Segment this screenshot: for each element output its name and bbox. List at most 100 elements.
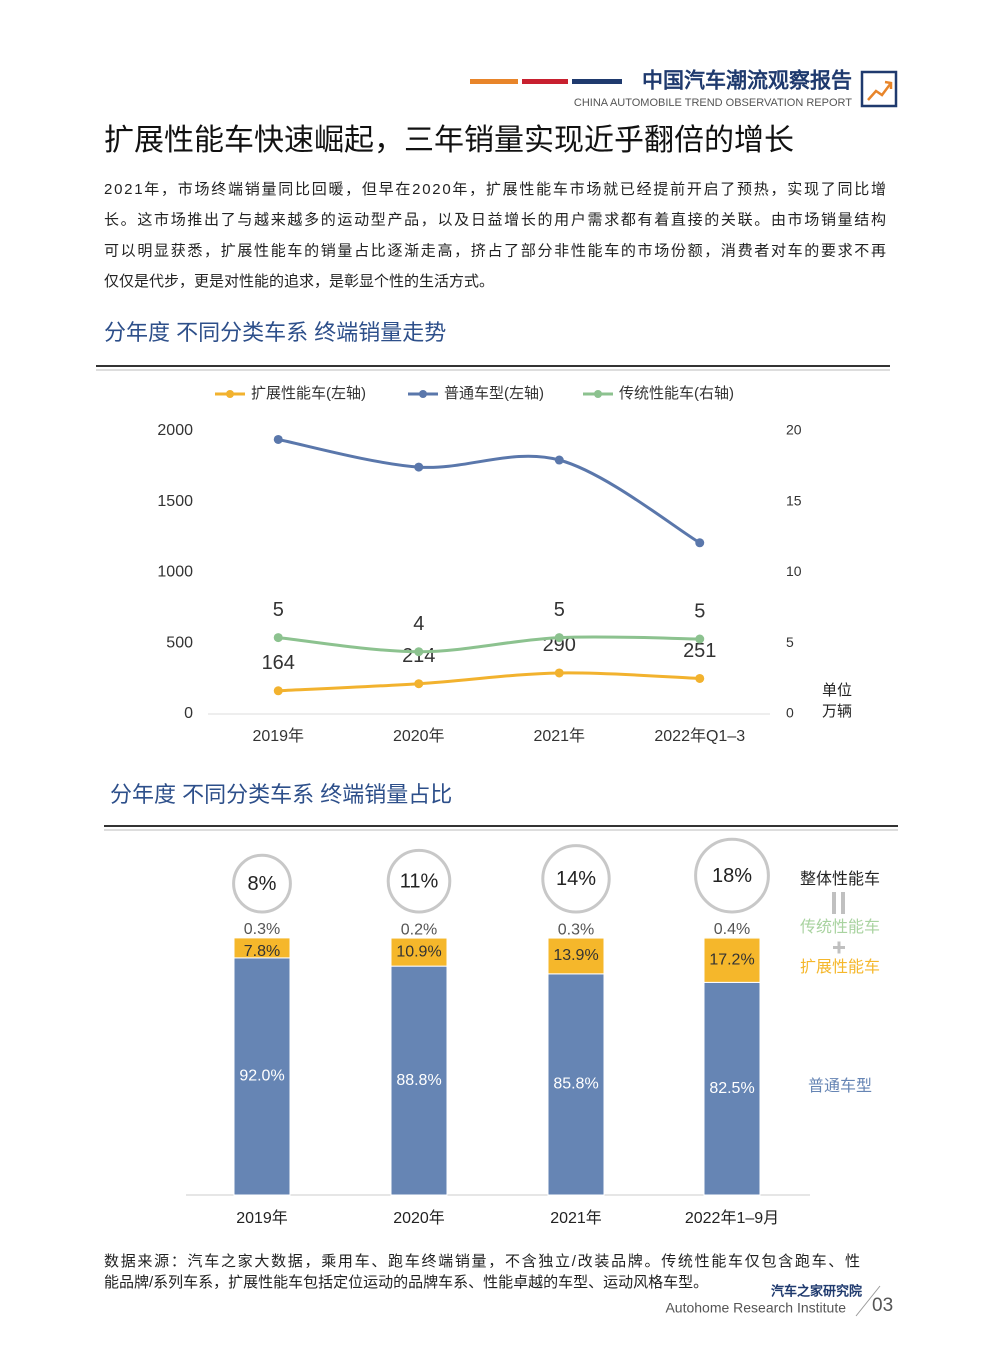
unit-label: 单位 <box>822 682 852 699</box>
y-tick-label: 500 <box>166 634 193 651</box>
data-point <box>554 668 564 678</box>
x-tick-label: 2020年 <box>393 727 445 745</box>
data-point <box>414 462 424 472</box>
data-label: 164 <box>262 652 295 674</box>
body-line: 可以明显获悉，扩展性能车的销量占比逐渐走高，挤占了部分非性能车的市场份额，消费者… <box>104 242 886 259</box>
legend-marker <box>419 390 427 398</box>
x-tick-label: 2022年1–9月 <box>685 1209 779 1227</box>
legend-label: 整体性能车 <box>800 870 880 888</box>
footnote-line: 数据来源：汽车之家大数据，乘用车、跑车终端销量，不含独立/改装品牌。传统性能车仅… <box>104 1253 860 1270</box>
page-title: 扩展性能车快速崛起，三年销量实现近乎翻倍的增长 <box>104 124 794 157</box>
data-label: 17.2% <box>709 951 754 968</box>
data-label: 92.0% <box>239 1068 284 1085</box>
chart-title: 分年度 不同分类车系 终端销量走势 <box>104 320 446 345</box>
total-circle <box>386 848 452 914</box>
data-point <box>554 455 564 465</box>
bar-segment <box>390 937 448 967</box>
bar-segment <box>547 937 605 975</box>
data-point <box>554 633 564 643</box>
total-label: 8% <box>248 873 277 895</box>
brand-icon <box>860 70 898 108</box>
header-bar <box>572 79 622 84</box>
series-line <box>277 438 701 545</box>
data-label: 0.3% <box>558 921 594 938</box>
data-label: 5 <box>694 600 705 622</box>
total-label: 11% <box>400 870 439 892</box>
footnote-line: 能品牌/系列车系，扩展性能车包括定位运动的品牌车系、性能卓越的车型、运动风格车型… <box>104 1274 708 1291</box>
bar-segment <box>390 965 448 1196</box>
x-tick-label: 2020年 <box>393 1209 445 1227</box>
bar-segment <box>703 936 761 939</box>
header-bar <box>522 79 568 84</box>
x-tick-label: 2022年Q1–3 <box>654 727 745 745</box>
unit-label: 万辆 <box>822 703 852 720</box>
bar-segment <box>233 936 291 939</box>
data-label: 88.8% <box>396 1072 441 1089</box>
bar-segment <box>703 981 761 1196</box>
x-tick-label: 2021年 <box>533 727 585 745</box>
total-label: 14% <box>556 868 596 890</box>
total-circle <box>694 837 770 914</box>
header-bar <box>470 79 518 84</box>
x-tick-label: 2019年 <box>252 727 304 745</box>
data-point <box>414 679 424 689</box>
data-label: 7.8% <box>244 943 280 960</box>
total-circle <box>232 853 292 914</box>
page-number: 03 <box>872 1295 893 1316</box>
legend-label: 传统性能车(右轴) <box>619 385 734 402</box>
bar-segment <box>547 936 605 939</box>
bar-segment <box>233 957 291 1196</box>
series-line <box>278 671 700 693</box>
data-label: 13.9% <box>553 947 598 964</box>
divider <box>855 1285 881 1317</box>
y2-tick-label: 15 <box>786 492 802 508</box>
data-point <box>695 538 705 548</box>
data-label: 10.9% <box>396 943 441 960</box>
y-tick-label: 1000 <box>157 564 193 581</box>
x-tick-label: 2019年 <box>236 1209 288 1227</box>
body-line: 仅仅是代步，更是对性能的追求，是彰显个性的生活方式。 <box>104 272 494 290</box>
bar-segment <box>390 937 448 939</box>
y-tick-label: 1500 <box>157 493 193 510</box>
data-label: 82.5% <box>709 1080 754 1097</box>
total-circle <box>541 844 611 914</box>
y2-tick-label: 20 <box>786 422 802 438</box>
data-label: 5 <box>273 599 284 621</box>
y2-tick-label: 0 <box>786 705 794 721</box>
x-tick-label: 2021年 <box>550 1209 602 1227</box>
series-line <box>278 635 700 654</box>
data-label: 0.2% <box>401 922 437 939</box>
data-label: 0.3% <box>244 921 280 938</box>
legend-symbol <box>832 892 845 954</box>
data-label: 4 <box>413 613 424 635</box>
chart-title: 分年度 不同分类车系 终端销量占比 <box>110 782 452 807</box>
body-line: 长。这市场推出了与越来越多的运动型产品，以及日益增长的用户需求都有着直接的关联。… <box>104 212 886 229</box>
footnote: 数据来源：汽车之家大数据，乘用车、跑车终端销量，不含独立/改装品牌。传统性能车仅… <box>104 1253 860 1291</box>
brand: 中国汽车潮流观察报告 <box>642 69 852 93</box>
legend-label: 普通车型 <box>808 1077 872 1095</box>
legend-label: 普通车型(左轴) <box>444 385 544 402</box>
body-line: 2021年，市场终端销量同比回暖，但早在2020年，扩展性能车市场就已经提前开启… <box>104 181 886 198</box>
org: 汽车之家研究院 <box>771 1283 862 1298</box>
bar-segment <box>547 973 605 1196</box>
legend-label: 扩展性能车(左轴) <box>251 385 366 402</box>
data-point <box>695 673 705 683</box>
stacked-bar-chart: 2019年 92.0% 7.8% 0.3% 8% 2020年 88.8% 10.9% 0.2% 1… <box>232 837 880 1227</box>
y2-tick-label: 5 <box>786 634 794 650</box>
data-point <box>414 647 424 657</box>
legend-marker <box>226 390 234 398</box>
data-point <box>273 633 283 643</box>
legend-marker <box>594 390 602 398</box>
data-point <box>273 434 283 444</box>
legend-label: 扩展性能车 <box>800 958 880 976</box>
data-label: 290 <box>543 634 576 656</box>
legend-label: 传统性能车 <box>800 918 880 936</box>
y-tick-label: 0 <box>184 705 193 722</box>
total-label: 18% <box>712 865 752 887</box>
bar-segment <box>703 937 761 983</box>
y-tick-label: 2000 <box>157 422 193 439</box>
data-point <box>273 686 283 696</box>
y2-tick-label: 10 <box>786 563 802 579</box>
